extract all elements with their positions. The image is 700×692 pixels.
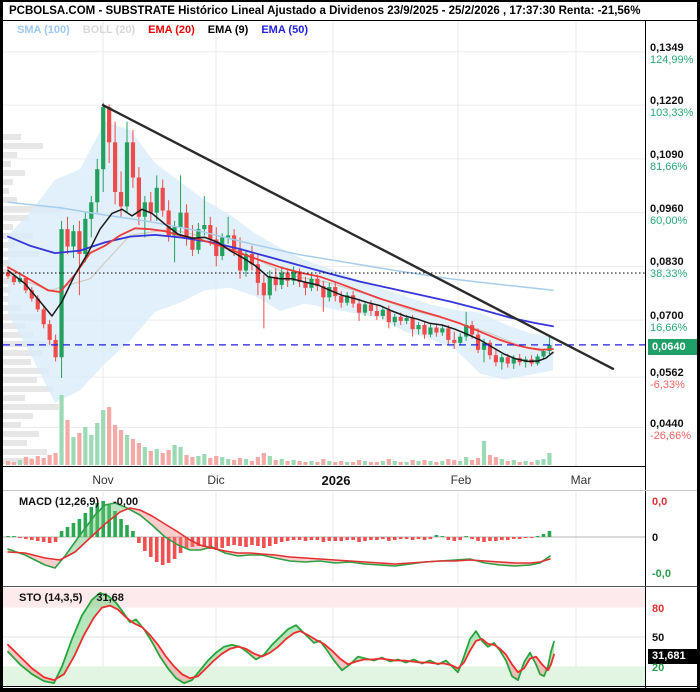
macd-axis-zero: 0 (652, 532, 659, 544)
y-axis-label: 0,0960 60,00% (650, 202, 688, 227)
y-axis-label: 0,0440 -26,66% (650, 417, 691, 442)
macd-axis-pos: 0,0 (652, 496, 668, 508)
macd-axis-neg: -0,0 (652, 568, 671, 580)
x-axis-label-nov: Nov (92, 473, 114, 487)
sto-value: 31,68 (96, 592, 124, 604)
page-title: PCBOLSA.COM - SUBSTRATE Histórico Lineal… (9, 5, 641, 17)
macd-value: -0,00 (113, 496, 139, 508)
sto-axis-overbought: 80 (652, 603, 665, 615)
sto-axis-oversold: 20 (652, 662, 665, 674)
y-axis-label: 0,1220 103,33% (650, 95, 694, 120)
sto-panel-title: STO (14,3,5) 31,68 (19, 592, 124, 604)
x-axis-label-dic: Dic (207, 473, 225, 487)
y-axis-label: 0,0562 -6,33% (650, 367, 685, 392)
legend-sma100[interactable]: SMA (100) (17, 24, 70, 36)
current-price-badge: 0,0640 (648, 338, 697, 355)
y-axis-label: 0,0830 38,33% (650, 256, 688, 281)
legend-ema20[interactable]: EMA (20) (148, 24, 195, 36)
y-axis-label: 0,0700 16,66% (650, 310, 688, 335)
chart-canvas[interactable] (3, 2, 697, 688)
sto-label: STO (14,3,5) (19, 592, 83, 604)
legend-ema50[interactable]: EMA (50) (261, 24, 308, 36)
indicator-legend: SMA (100) BOLL (20) EMA (20) EMA (9) EMA (50… (17, 24, 321, 36)
y-axis-label: 0,1090 81,66% (650, 148, 688, 173)
legend-ema9[interactable]: EMA (9) (207, 24, 249, 36)
legend-boll20[interactable]: BOLL (20) (82, 24, 136, 36)
sto-axis-mid: 50 (652, 632, 665, 644)
sto-current-badge: 31,681 (648, 649, 697, 664)
macd-label: MACD (12,26,9) (19, 496, 100, 508)
y-axis-label: 0,1349 124,99% (650, 41, 694, 66)
macd-panel-title: MACD (12,26,9) -0,00 (19, 496, 138, 508)
x-axis-label-2026: 2026 (321, 473, 351, 488)
x-axis-label-mar: Mar (570, 473, 592, 487)
x-axis-label-feb: Feb (450, 473, 472, 487)
